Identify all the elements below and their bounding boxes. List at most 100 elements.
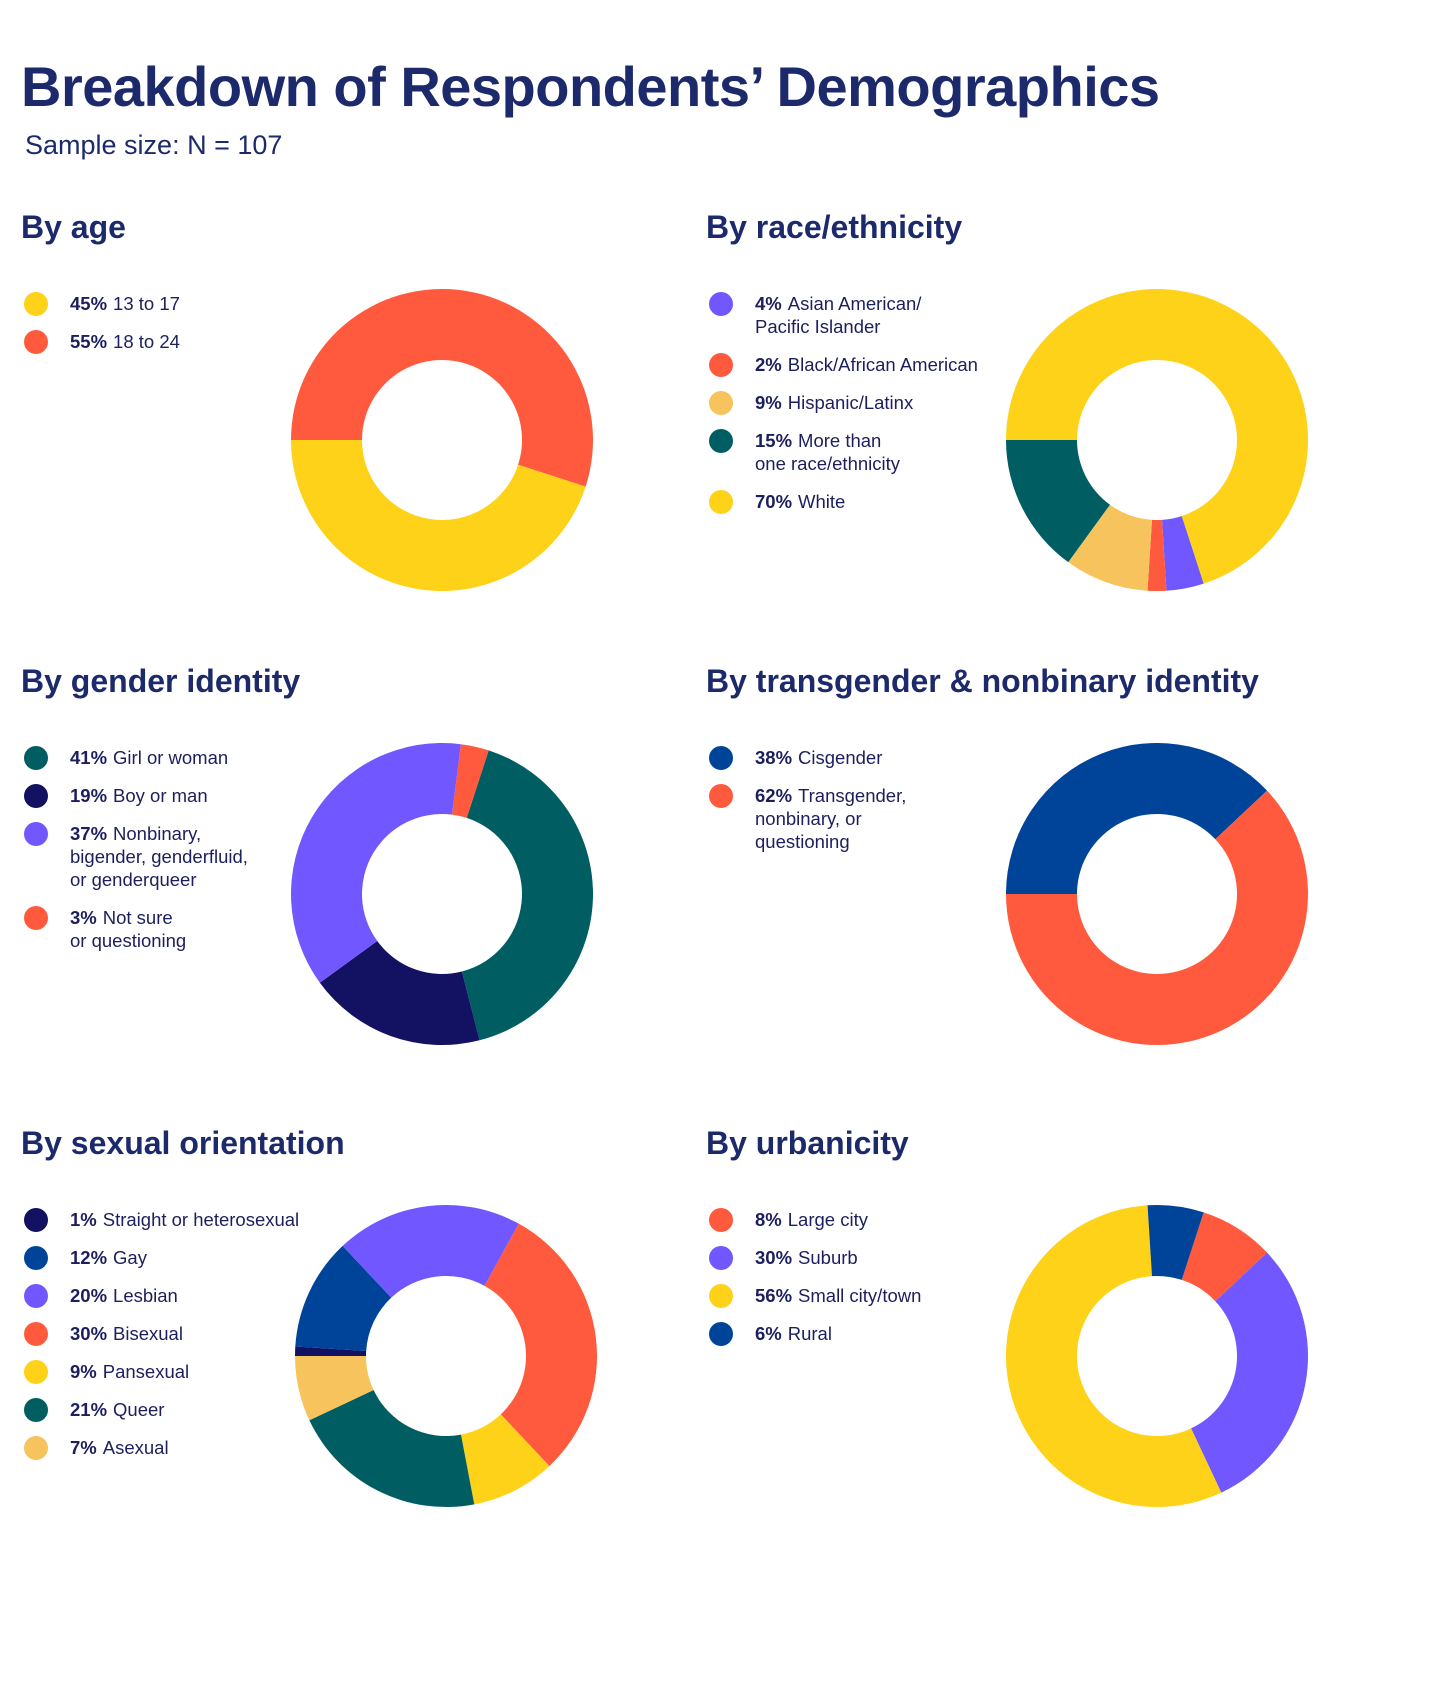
legend-percent: 4% [755, 293, 782, 314]
race-ethnicity-donut-chart [1006, 288, 1308, 591]
legend-label: 18 to 24 [113, 331, 180, 352]
sexual-orientation-legend-item-lesbian: 20% Lesbian [21, 1284, 299, 1308]
legend-percent: 9% [70, 1361, 97, 1382]
legend-label: Asian American/ Pacific Islander [755, 293, 922, 337]
legend-swatch [709, 391, 733, 415]
legend-percent: 6% [755, 1323, 782, 1344]
gender-identity-panel: By gender identity 41% Girl or woman 19% Bo… [21, 662, 741, 1102]
race-ethnicity-slice-hispanic-latinx [1068, 504, 1152, 591]
sexual-orientation-slice-queer [309, 1390, 475, 1508]
legend-swatch [24, 1246, 48, 1270]
urbanicity-legend-item-suburb: 30% Suburb [706, 1246, 921, 1270]
sexual-orientation-legend-item-bisexual: 30% Bisexual [21, 1322, 299, 1346]
legend-label: Boy or man [113, 785, 208, 806]
gender-identity-legend-item-girl-or-woman: 41% Girl or woman [21, 746, 248, 770]
sexual-orientation-slice-straight-or-heterosexual [295, 1346, 367, 1356]
gender-identity-legend-item-not-sure-or-questioning: 3% Not sure or questioning [21, 906, 248, 952]
sexual-orientation-slice-lesbian [342, 1205, 519, 1298]
legend-swatch [709, 353, 733, 377]
legend-label: Hispanic/Latinx [787, 392, 914, 413]
legend-swatch [709, 429, 733, 453]
legend-label: Pansexual [102, 1361, 190, 1382]
legend-swatch [709, 1208, 733, 1232]
legend-label: Girl or woman [113, 747, 229, 768]
age-legend-item-13-to-17: 45% 13 to 17 [21, 292, 180, 316]
legend-swatch [709, 1284, 733, 1308]
gender-identity-legend-item-boy-or-man: 19% Boy or man [21, 784, 248, 808]
legend-swatch [709, 746, 733, 770]
race-ethnicity-slice-more-than-one-race-ethnicity [1006, 440, 1110, 563]
legend-percent: 12% [70, 1247, 108, 1268]
transgender-nonbinary-legend-item-transgender-nonbinary-or-questioning: 62% Transgender, nonbinary, or questionin… [706, 784, 906, 853]
race-ethnicity-legend-item-black-african-american: 2% Black/African American [706, 353, 978, 377]
legend-percent: 19% [70, 785, 108, 806]
race-ethnicity-slice-black-african-american [1147, 519, 1167, 591]
legend-swatch [24, 1284, 48, 1308]
urbanicity-slice-small-city-town [1005, 1205, 1222, 1508]
legend-label: Gay [113, 1247, 147, 1268]
urbanicity-slice-rural [1147, 1205, 1204, 1280]
legend-percent: 56% [755, 1285, 793, 1306]
legend-percent: 21% [70, 1399, 108, 1420]
urbanicity-panel: By urbanicity 8% Large city 30% Suburb 56% Sm… [706, 1124, 1426, 1564]
legend-swatch [24, 292, 48, 316]
sexual-orientation-slice-pansexual [460, 1414, 550, 1505]
legend-label: Black/African American [787, 354, 978, 375]
legend-label: Asexual [102, 1437, 169, 1458]
urbanicity-chart-title: By urbanicity [706, 1125, 909, 1161]
sexual-orientation-chart-title: By sexual orientation [21, 1125, 345, 1161]
legend-percent: 8% [755, 1209, 782, 1230]
legend-percent: 7% [70, 1437, 97, 1458]
legend-percent: 30% [70, 1323, 108, 1344]
race-ethnicity-legend-item-hispanic-latinx: 9% Hispanic/Latinx [706, 391, 978, 415]
urbanicity-slice-suburb [1191, 1252, 1308, 1493]
race-ethnicity-legend-item-more-than-one-race-ethnicity: 15% More than one race/ethnicity [706, 429, 978, 475]
sexual-orientation-slice-asexual [295, 1356, 374, 1421]
legend-label: Queer [113, 1399, 165, 1420]
legend-percent: 62% [755, 785, 793, 806]
legend-label: Lesbian [113, 1285, 178, 1306]
age-chart-title: By age [21, 209, 126, 245]
race-ethnicity-slice-asian-american-pacific-islander [1162, 516, 1204, 591]
urbanicity-legend-item-rural: 6% Rural [706, 1322, 921, 1346]
urbanicity-legend-item-small-city-town: 56% Small city/town [706, 1284, 922, 1308]
sexual-orientation-legend-item-straight-or-heterosexual: 1% Straight or heterosexual [21, 1208, 299, 1232]
race-ethnicity-slice-white [1006, 288, 1308, 584]
legend-swatch [24, 330, 48, 354]
legend-swatch [709, 784, 733, 808]
race-ethnicity-chart-title: By race/ethnicity [706, 209, 963, 245]
gender-identity-donut-chart [290, 742, 594, 1046]
legend-label: Not sure or questioning [70, 907, 187, 951]
urbanicity-legend: 8% Large city 30% Suburb 56% Small city/town 6… [706, 1208, 921, 1360]
legend-label: Suburb [798, 1247, 858, 1268]
age-slice-18-to-24 [291, 288, 593, 487]
legend-swatch [24, 906, 48, 930]
sexual-orientation-legend-item-gay: 12% Gay [21, 1246, 299, 1270]
legend-label: Transgender, nonbinary, or questioning [755, 785, 907, 852]
legend-swatch [24, 1322, 48, 1346]
legend-swatch [709, 490, 733, 514]
legend-label: Large city [787, 1209, 868, 1230]
legend-swatch [709, 1246, 733, 1270]
sexual-orientation-legend-item-pansexual: 9% Pansexual [21, 1360, 299, 1384]
legend-swatch [24, 1360, 48, 1384]
sexual-orientation-legend-item-asexual: 7% Asexual [21, 1436, 299, 1460]
race-ethnicity-legend-item-asian-american-pacific-islander: 4% Asian American/ Pacific Islander [706, 292, 978, 338]
legend-percent: 2% [755, 354, 782, 375]
legend-percent: 9% [755, 392, 782, 413]
urbanicity-legend-item-large-city: 8% Large city [706, 1208, 921, 1232]
urbanicity-slice-large-city [1181, 1212, 1268, 1302]
legend-label: More than one race/ethnicity [755, 430, 901, 474]
legend-percent: 45% [70, 293, 108, 314]
race-ethnicity-panel: By race/ethnicity 4% Asian American/ Paci… [706, 208, 1426, 648]
legend-label: Rural [787, 1323, 832, 1344]
sexual-orientation-legend-item-queer: 21% Queer [21, 1398, 299, 1422]
legend-swatch [24, 822, 48, 846]
legend-swatch [24, 746, 48, 770]
sexual-orientation-panel: By sexual orientation 1% Straight or hete… [21, 1124, 741, 1564]
sample-size-subtitle: Sample size: N = 107 [25, 130, 283, 160]
gender-identity-slice-girl-or-woman [461, 750, 594, 1041]
legend-label: Small city/town [798, 1285, 922, 1306]
gender-identity-slice-boy-or-man [319, 941, 480, 1046]
transgender-nonbinary-slice-cisgender [1006, 743, 1268, 894]
